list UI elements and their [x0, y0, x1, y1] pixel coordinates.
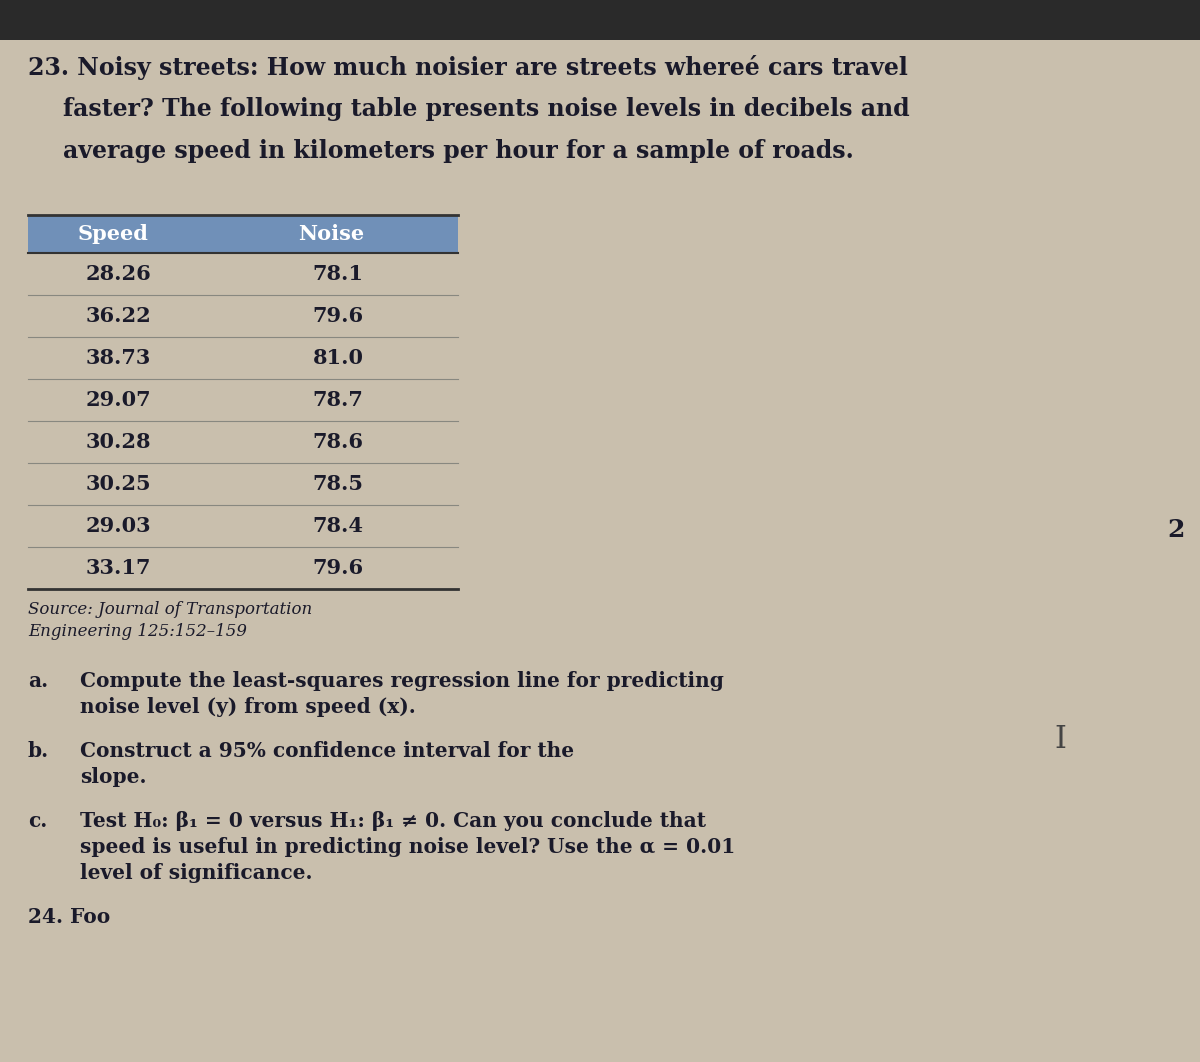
Text: Speed: Speed — [78, 224, 149, 244]
Text: 28.26: 28.26 — [85, 264, 151, 284]
Text: level of significance.: level of significance. — [80, 863, 312, 883]
Text: Test H₀: β₁ = 0 versus H₁: β₁ ≠ 0. Can you conclude that: Test H₀: β₁ = 0 versus H₁: β₁ ≠ 0. Can y… — [80, 811, 706, 830]
Text: b.: b. — [28, 741, 49, 761]
Text: Construct a 95% confidence interval for the: Construct a 95% confidence interval for … — [80, 741, 574, 761]
Bar — [28, 215, 458, 253]
Bar — [0, 0, 1200, 40]
Text: 78.1: 78.1 — [312, 264, 364, 284]
Text: 30.28: 30.28 — [85, 432, 151, 452]
Text: 2: 2 — [1168, 518, 1186, 542]
Text: 78.5: 78.5 — [312, 474, 364, 494]
Text: Source: Journal of Transportation: Source: Journal of Transportation — [28, 601, 312, 618]
Text: 78.4: 78.4 — [312, 516, 364, 536]
Text: faster? The following table presents noise levels in decibels and: faster? The following table presents noi… — [64, 97, 910, 121]
Text: speed is useful in predicting noise level? Use the α = 0.01: speed is useful in predicting noise leve… — [80, 837, 736, 857]
Text: Compute the least-squares regression line for predicting: Compute the least-squares regression lin… — [80, 671, 724, 691]
Text: 33.17: 33.17 — [85, 558, 151, 578]
Text: Engineering 125:152–159: Engineering 125:152–159 — [28, 623, 247, 640]
Text: slope.: slope. — [80, 767, 146, 787]
Text: noise level (y) from speed (x).: noise level (y) from speed (x). — [80, 697, 415, 717]
Text: 30.25: 30.25 — [85, 474, 151, 494]
Text: 78.6: 78.6 — [312, 432, 364, 452]
Text: 29.07: 29.07 — [85, 390, 151, 410]
Text: c.: c. — [28, 811, 47, 830]
Text: 79.6: 79.6 — [312, 306, 364, 326]
Text: 38.73: 38.73 — [85, 348, 151, 369]
Text: 29.03: 29.03 — [85, 516, 151, 536]
Text: 81.0: 81.0 — [312, 348, 364, 369]
Text: average speed in kilometers per hour for a sample of roads.: average speed in kilometers per hour for… — [64, 139, 853, 162]
Text: I: I — [1054, 724, 1066, 755]
Text: 24. Foo: 24. Foo — [28, 907, 110, 927]
Text: a.: a. — [28, 671, 48, 691]
Text: 36.22: 36.22 — [85, 306, 151, 326]
Text: 78.7: 78.7 — [312, 390, 364, 410]
Text: 79.6: 79.6 — [312, 558, 364, 578]
Text: Noise: Noise — [298, 224, 364, 244]
Text: 23. Noisy streets: How much noisier are streets whereé cars travel: 23. Noisy streets: How much noisier are … — [28, 55, 908, 80]
